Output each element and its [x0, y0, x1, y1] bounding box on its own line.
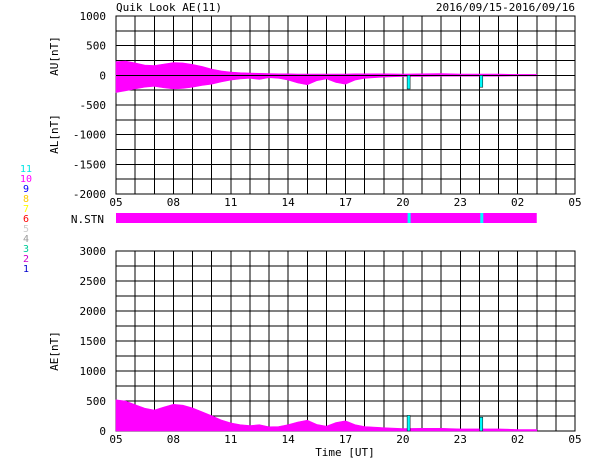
legend-station-3: 3 [23, 244, 29, 255]
x-tick-label: 02 [511, 433, 524, 446]
legend-station-5: 5 [23, 224, 29, 235]
y-tick-label: -1500 [73, 158, 106, 171]
chart-title: Quik Look AE(11) [116, 1, 222, 14]
al-series-area [115, 75, 538, 93]
plot-frame [115, 15, 576, 195]
au-al-panel: 1000 500 0 -500 -1000 -1500 -2000 AU[nT] AL[nT] 0… [48, 10, 582, 209]
n-stn-label: N.STN [71, 213, 104, 226]
y-tick-label: 2500 [80, 275, 107, 288]
legend-station-1: 1 [23, 264, 29, 275]
y-tick-label: 1500 [80, 335, 107, 348]
legend-station-6: 6 [23, 214, 29, 225]
station-count-marker [480, 213, 484, 223]
x-tick-label: 17 [339, 196, 352, 209]
x-tick-label: 05 [568, 433, 581, 446]
y-axis-label-ae: AE[nT] [48, 331, 61, 371]
legend-station-4: 4 [23, 234, 29, 245]
y-axis-label-al: AL[nT] [48, 114, 61, 154]
x-tick-label: 05 [568, 196, 581, 209]
x-tick-label: 11 [224, 196, 237, 209]
date-range-label: 2016/09/15-2016/09/16 [436, 1, 575, 14]
x-tick-label: 05 [109, 196, 122, 209]
station-change-spike [479, 416, 484, 432]
x-tick-label: 23 [454, 433, 467, 446]
y-tick-label: 500 [86, 395, 106, 408]
ae-panel: 3000 2500 2000 1500 1000 500 0 AE[nT] 05 08 11 14 17… [48, 245, 582, 459]
y-tick-label: 3000 [80, 245, 107, 258]
legend-station-11: 11 [20, 164, 32, 175]
station-change-spike [406, 75, 411, 90]
station-change-spike [406, 415, 411, 432]
x-tick-label: 20 [396, 196, 409, 209]
y-tick-label: -2000 [73, 188, 106, 201]
y-tick-label: 1000 [80, 365, 107, 378]
au-series-area [115, 60, 538, 76]
x-tick-label: 08 [167, 433, 180, 446]
legend-station-2: 2 [23, 254, 29, 265]
x-tick-label: 05 [109, 433, 122, 446]
x-tick-label: 08 [167, 196, 180, 209]
x-tick-label: 23 [454, 196, 467, 209]
y-tick-label: 1000 [80, 10, 107, 23]
y-tick-label: 500 [86, 40, 106, 53]
x-tick-label: 02 [511, 196, 524, 209]
x-tick-label: 20 [396, 433, 409, 446]
x-axis-label: Time [UT] [315, 446, 375, 459]
station-count-panel: N.STN [71, 213, 537, 226]
legend-station-9: 9 [23, 184, 29, 195]
x-tick-label: 17 [339, 433, 352, 446]
ae-series-area [115, 399, 538, 432]
station-count-marker [407, 213, 411, 223]
station-change-spike [479, 75, 484, 88]
x-tick-label: 11 [224, 433, 237, 446]
y-tick-label: 0 [99, 425, 106, 438]
x-tick-label: 14 [282, 433, 296, 446]
y-tick-label: -1000 [73, 129, 106, 142]
y-tick-label: 2000 [80, 305, 107, 318]
legend-station-10: 10 [20, 174, 32, 185]
x-tick-label: 14 [282, 196, 296, 209]
station-count-bar [116, 213, 537, 223]
legend-station-7: 7 [23, 204, 29, 215]
y-tick-label: -500 [80, 99, 107, 112]
y-axis-label-au: AU[nT] [48, 36, 61, 76]
y-tick-label: 0 [99, 69, 106, 82]
legend-station-8: 8 [23, 194, 29, 205]
